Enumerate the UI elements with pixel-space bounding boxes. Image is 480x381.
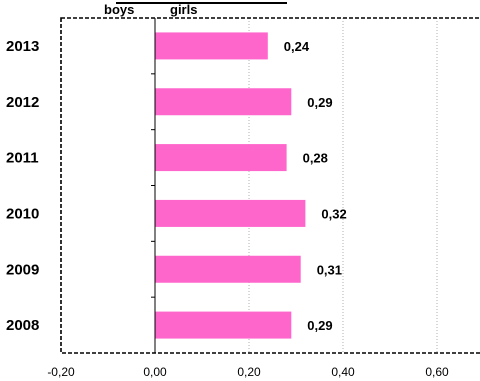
bar-2009 <box>155 255 301 283</box>
category-label-2010: 2010 <box>6 205 39 222</box>
x-tick-label: 0,60 <box>425 365 449 379</box>
header-label-girls: girls <box>170 2 197 17</box>
data-labels: 0,24 0,29 0,28 0,32 0,31 0,29 <box>284 39 347 333</box>
header-legend: boys girls <box>104 2 287 17</box>
bar-2010 <box>155 199 306 227</box>
data-label-2012: 0,29 <box>307 95 332 110</box>
grid-lines <box>248 18 438 353</box>
category-label-2013: 2013 <box>6 38 39 55</box>
bar-2012 <box>155 88 292 116</box>
data-label-2013: 0,24 <box>284 39 310 54</box>
data-label-2011: 0,28 <box>303 151 328 166</box>
category-label-2009: 2009 <box>6 261 39 278</box>
bar-2008 <box>155 311 292 339</box>
x-tick-label: 0,20 <box>237 365 261 379</box>
x-tick-labels: -0,20 0,00 0,20 0,40 0,60 <box>47 365 449 379</box>
x-tick-label: 0,00 <box>143 365 167 379</box>
bar-2013 <box>155 32 268 60</box>
bar-2011 <box>155 144 287 172</box>
data-label-2008: 0,29 <box>307 318 332 333</box>
x-tick-label: -0,20 <box>47 365 75 379</box>
category-label-2011: 2011 <box>6 150 39 167</box>
category-label-2012: 2012 <box>6 94 39 111</box>
plot-frame <box>60 17 480 354</box>
category-labels: 2013 2012 2011 2010 2009 2008 <box>6 38 39 334</box>
header-label-boys: boys <box>104 2 134 17</box>
data-label-2010: 0,32 <box>321 206 346 221</box>
bars <box>151 32 306 339</box>
x-tick-label: 0,40 <box>331 365 355 379</box>
category-label-2008: 2008 <box>6 317 39 334</box>
data-label-2009: 0,31 <box>317 262 342 277</box>
